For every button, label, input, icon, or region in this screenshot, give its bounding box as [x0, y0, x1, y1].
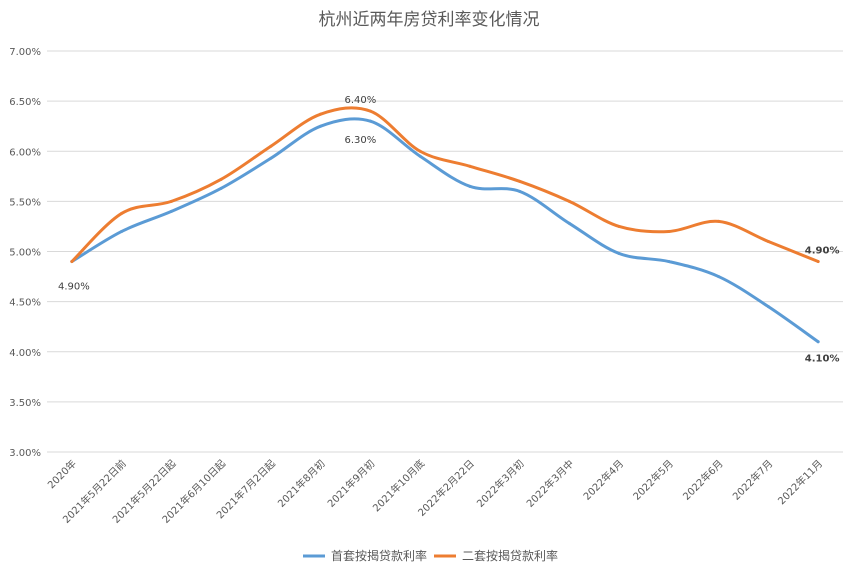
x-tick-label: 2022年3月中: [524, 457, 577, 510]
data-point: [70, 260, 74, 264]
data-label: 6.30%: [344, 135, 376, 146]
x-axis-ticks: 2020年2021年5月22日前2021年5月22日起2021年6月10日起20…: [45, 457, 826, 526]
data-point: [617, 252, 621, 256]
x-tick-label: 2022年3月初: [474, 457, 527, 510]
data-point: [319, 112, 323, 116]
data-point: [169, 199, 173, 203]
data-labels: 4.90% 6.40% 6.30% 4.90% 4.10%: [58, 95, 839, 365]
data-label: 4.90%: [58, 282, 90, 293]
x-tick-label: 2022年11月: [775, 457, 825, 507]
data-point: [219, 177, 223, 181]
data-point: [717, 219, 721, 223]
data-point: [418, 154, 422, 158]
series-line-2: [70, 106, 820, 264]
y-tick-label: 4.50%: [9, 298, 41, 309]
y-tick-label: 7.00%: [9, 47, 41, 58]
data-point: [120, 229, 124, 233]
legend: 首套按揭贷款利率 二套按揭贷款利率: [303, 548, 558, 563]
data-label: 4.90%: [805, 246, 840, 257]
y-axis-ticks: 3.00% 3.50% 4.00% 4.50% 5.00% 5.50% 6.00% 6.50%…: [9, 47, 41, 459]
x-tick-label: 2021年9月初: [325, 457, 378, 510]
x-tick-label: 2022年4月: [580, 457, 626, 503]
data-point: [766, 305, 770, 309]
data-point: [319, 124, 323, 128]
x-tick-label: 2022年5月: [630, 457, 676, 503]
chart-title: 杭州近两年房贷利率变化情况: [319, 10, 540, 30]
data-point: [518, 189, 522, 193]
y-tick-label: 5.50%: [9, 197, 41, 208]
data-point: [667, 260, 671, 264]
data-point: [468, 164, 472, 168]
y-tick-label: 4.00%: [9, 348, 41, 359]
data-point: [368, 109, 372, 113]
data-point: [269, 156, 273, 160]
data-label: 6.40%: [344, 95, 376, 106]
data-point: [120, 211, 124, 215]
data-point: [468, 184, 472, 188]
data-point: [617, 224, 621, 228]
y-tick-label: 3.50%: [9, 398, 41, 409]
data-point: [567, 199, 571, 203]
data-point: [368, 119, 372, 123]
data-point: [816, 340, 820, 344]
data-point: [717, 275, 721, 279]
y-tick-label: 6.50%: [9, 97, 41, 108]
data-point: [816, 260, 820, 264]
data-point: [418, 149, 422, 153]
series-line-1: [70, 117, 820, 344]
data-point: [219, 186, 223, 190]
y-tick-label: 6.00%: [9, 147, 41, 158]
x-tick-label: 2020年: [45, 457, 79, 491]
x-tick-label: 2022年6月: [680, 457, 726, 503]
y-tick-label: 3.00%: [9, 448, 41, 459]
y-tick-label: 5.00%: [9, 248, 41, 259]
data-point: [269, 144, 273, 148]
data-point: [518, 179, 522, 183]
data-label: 4.10%: [805, 354, 840, 365]
gridlines: [47, 50, 843, 453]
legend-label-series-1: 首套按揭贷款利率: [331, 548, 427, 563]
legend-label-series-2: 二套按揭贷款利率: [462, 548, 558, 563]
data-point: [169, 209, 173, 213]
data-point: [667, 229, 671, 233]
data-point: [567, 221, 571, 225]
x-tick-label: 2021年8月初: [275, 457, 328, 510]
x-tick-label: 2022年7月: [730, 457, 776, 503]
data-point: [766, 239, 770, 243]
x-tick-label: 2021年10月底: [370, 457, 427, 514]
series-lines: [70, 106, 820, 344]
